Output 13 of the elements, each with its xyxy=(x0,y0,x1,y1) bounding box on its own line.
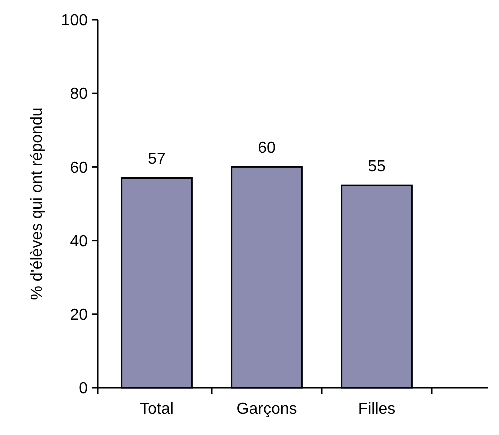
y-tick-label: 80 xyxy=(70,86,88,104)
data-label: 55 xyxy=(368,158,386,176)
y-tick-label: 40 xyxy=(70,233,88,250)
y-tick-label: 100 xyxy=(61,12,88,30)
y-tick-label: 0 xyxy=(79,380,88,398)
x-tick-label: Total xyxy=(140,401,174,418)
y-tick-label: 20 xyxy=(70,307,88,324)
data-label: 57 xyxy=(148,151,166,168)
x-tick-label: Filles xyxy=(358,401,396,418)
y-tick-label: 60 xyxy=(70,160,88,177)
x-tick-label: Garçons xyxy=(236,401,298,418)
y-axis-title: % d'élèves qui ont répondu xyxy=(29,108,46,300)
data-label: 60 xyxy=(258,140,276,158)
